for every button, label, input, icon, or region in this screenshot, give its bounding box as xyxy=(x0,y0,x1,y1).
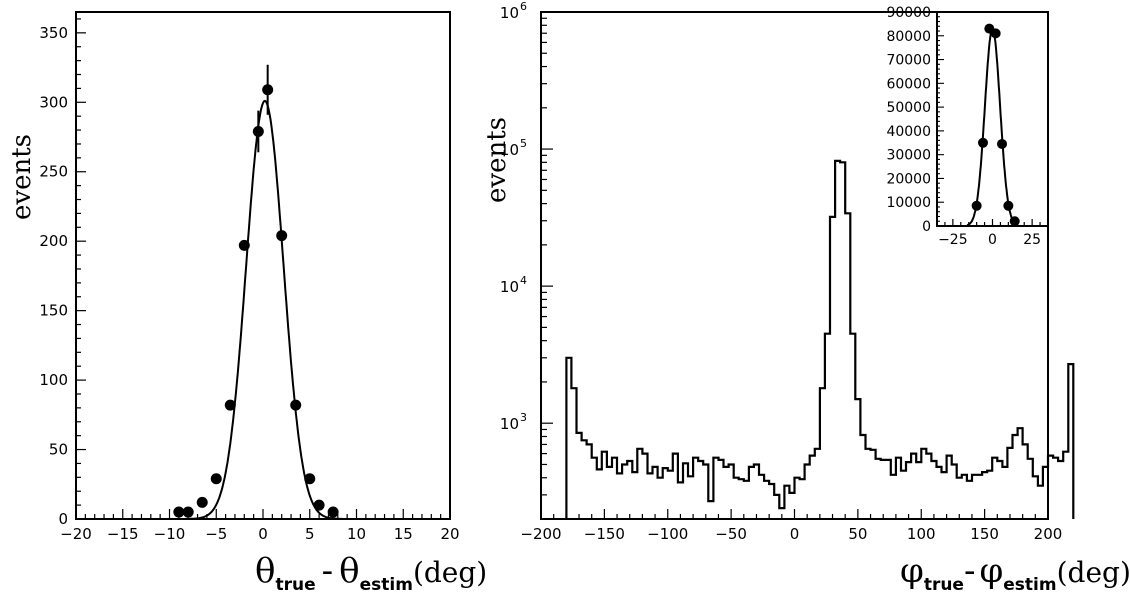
phi-x-tick-label: 200 xyxy=(1034,525,1063,543)
inset-y-tick-label: 40000 xyxy=(886,124,931,140)
theta-x-tick-label: −15 xyxy=(107,525,139,543)
phi-y-tick-label: 10 xyxy=(500,415,519,433)
inset-data-point xyxy=(990,28,1001,39)
phi-inset-plot: −25 0 25 0 10000 20000 30000 40000 50000 60000 70… xyxy=(886,5,1049,248)
inset-y-tick-label: 60000 xyxy=(886,76,931,92)
inset-y-tick-label: 50000 xyxy=(886,100,931,116)
phi-x-tick-labels: −200 −150 −100 −50 0 50 100 150 200 xyxy=(520,525,1062,543)
phi-y-tick-exponent: 4 xyxy=(520,274,527,287)
theta-y-axis-label: events xyxy=(7,134,37,220)
theta-data-point xyxy=(173,506,185,518)
phi-y-tick-label: 10 xyxy=(500,4,519,22)
theta-y-tick-label: 250 xyxy=(39,163,68,181)
inset-data-point xyxy=(977,137,988,148)
theta-x-tick-labels: −20 −15 −10 −5 0 5 10 15 20 xyxy=(60,525,459,543)
phi-x-tick-label: −100 xyxy=(647,525,688,543)
phi-y-tick-label: 10 xyxy=(500,278,519,296)
inset-y-tick-label: 10000 xyxy=(886,195,931,211)
theta-x-tick-label: 15 xyxy=(394,525,413,543)
phi-x-axis-label: φtrue-φestim(deg) xyxy=(900,551,1130,595)
theta-data-point xyxy=(304,473,316,485)
phi-y-tick-exponent: 3 xyxy=(520,411,527,424)
theta-data-point xyxy=(224,399,236,411)
theta-y-tick-label: 200 xyxy=(39,232,68,250)
inset-y-tick-label: 90000 xyxy=(886,5,931,21)
theta-y-tick-label: 50 xyxy=(49,441,68,459)
inset-y-tick-labels: 0 10000 20000 30000 40000 50000 60000 70000 8000… xyxy=(886,5,931,235)
phi-y-tick-exponent: 5 xyxy=(520,137,527,150)
inset-y-tick-label: 30000 xyxy=(886,148,931,164)
theta-x-tick-label: −20 xyxy=(60,525,92,543)
phi-x-tick-label: 50 xyxy=(848,525,867,543)
phi-y-axis-label: events xyxy=(482,117,512,203)
theta-data-point xyxy=(252,125,264,137)
inset-x-tick-label: −25 xyxy=(938,232,968,248)
inset-data-points xyxy=(971,23,1020,227)
theta-data-point xyxy=(290,399,302,411)
theta-data-points xyxy=(173,64,339,518)
inset-axis-ticks xyxy=(937,11,1041,227)
theta-data-point xyxy=(262,84,274,96)
theta-x-axis-label: θtrue - θestim(deg) xyxy=(255,551,487,595)
inset-data-point xyxy=(1003,200,1014,211)
phi-y-tick-exponent: 6 xyxy=(520,0,527,13)
inset-x-tick-labels: −25 0 25 xyxy=(938,232,1041,248)
phi-axis-ticks xyxy=(540,11,1049,520)
inset-y-tick-label: 0 xyxy=(922,219,931,235)
theta-data-point xyxy=(182,506,194,518)
theta-data-point xyxy=(327,506,339,518)
theta-data-point xyxy=(276,230,288,242)
inset-y-tick-label: 70000 xyxy=(886,53,931,69)
inset-data-point xyxy=(971,200,982,211)
inset-data-point xyxy=(1009,216,1020,227)
phi-x-tick-label: 0 xyxy=(790,525,800,543)
phi-x-tick-label: −200 xyxy=(520,525,561,543)
phi-x-tick-label: 150 xyxy=(970,525,999,543)
phi-y-tick-label: 10 xyxy=(500,141,519,159)
inset-data-point xyxy=(997,138,1008,149)
theta-y-tick-label: 300 xyxy=(39,93,68,111)
theta-x-tick-label: −5 xyxy=(205,525,227,543)
theta-axis-ticks xyxy=(75,18,451,520)
theta-y-tick-labels: 0 50 100 150 200 250 300 350 xyxy=(39,24,68,528)
theta-data-point xyxy=(210,473,222,485)
phi-x-tick-label: 100 xyxy=(907,525,936,543)
inset-x-tick-label: 0 xyxy=(988,232,997,248)
theta-y-tick-label: 0 xyxy=(58,510,68,528)
phi-x-tick-label: −50 xyxy=(715,525,747,543)
theta-x-tick-label: 5 xyxy=(305,525,315,543)
inset-y-tick-label: 80000 xyxy=(886,29,931,45)
inset-y-tick-label: 20000 xyxy=(886,171,931,187)
theta-data-point xyxy=(196,496,208,508)
theta-y-tick-label: 150 xyxy=(39,302,68,320)
inset-x-tick-label: 25 xyxy=(1023,232,1041,248)
inset-background xyxy=(937,12,1048,226)
theta-x-tick-label: −10 xyxy=(154,525,186,543)
theta-data-point xyxy=(238,239,250,251)
theta-gaussian-fit-curve xyxy=(183,99,343,520)
theta-y-tick-label: 100 xyxy=(39,371,68,389)
theta-y-tick-label: 350 xyxy=(39,24,68,42)
theta-x-tick-label: 20 xyxy=(440,525,459,543)
theta-data-point xyxy=(313,499,325,511)
phi-x-tick-label: −150 xyxy=(584,525,625,543)
theta-panel: −20 −15 −10 −5 0 5 10 15 20 0 50 100 150 200 250 300 35… xyxy=(7,11,487,595)
theta-x-tick-label: 0 xyxy=(258,525,268,543)
phi-histogram-line xyxy=(565,159,1075,519)
theta-x-tick-label: 10 xyxy=(347,525,366,543)
